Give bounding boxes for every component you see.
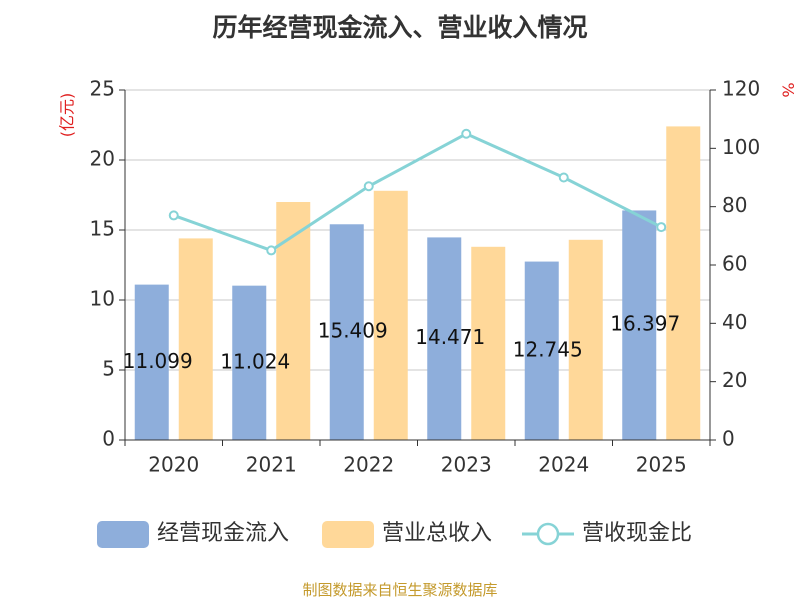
- bar-total-revenue: [568, 239, 603, 440]
- ratio-line: [168, 128, 667, 256]
- legend-swatch-total-revenue: [322, 521, 374, 548]
- bar-total-revenue: [471, 246, 506, 440]
- legend-label-total-revenue: 营业总收入: [382, 521, 492, 546]
- bar-cash-inflow: [524, 261, 559, 440]
- y-right-tick-label: 120: [722, 77, 760, 101]
- x-tick-label: 2023: [441, 453, 492, 477]
- ratio-point: [363, 181, 374, 192]
- y-right-tick-label: 40: [722, 310, 747, 334]
- y-right-tick-label: 100: [722, 135, 760, 159]
- x-tick-label: 2020: [148, 453, 199, 477]
- data-label-cash-inflow: 14.471: [415, 325, 485, 349]
- legend-swatch-cash-inflow: [97, 521, 149, 548]
- data-label-cash-inflow: 12.745: [513, 337, 583, 361]
- y-right-unit-label: %: [779, 82, 798, 97]
- bar-cash-inflow: [134, 284, 169, 440]
- bar-total-revenue: [178, 238, 213, 440]
- legend-swatch-ratio-marker: [536, 522, 560, 546]
- x-tick-label: 2021: [246, 453, 297, 477]
- y-left-tick-label: 25: [90, 77, 115, 101]
- y-right-tick-label: 80: [722, 193, 747, 217]
- data-labels: 11.099 11.024 15.409 14.471 12.745 16.397: [123, 312, 680, 374]
- y-left-tick-label: 15: [90, 217, 115, 241]
- bar-cash-inflow: [622, 210, 657, 440]
- data-label-cash-inflow: 11.099: [123, 349, 193, 373]
- data-label-cash-inflow: 15.409: [318, 319, 388, 343]
- bar-total-revenue: [666, 126, 701, 441]
- ratio-line-path: [173, 132, 662, 253]
- y-left-tick-label: 20: [90, 147, 115, 171]
- bars: [134, 126, 701, 441]
- ratio-point: [558, 172, 569, 183]
- bar-cash-inflow: [427, 237, 462, 440]
- legend: 经营现金流入 营业总收入 营收现金比: [97, 521, 692, 548]
- legend-label-ratio: 营收现金比: [582, 521, 692, 546]
- y-right-tick-label: 0: [722, 427, 735, 451]
- bar-cash-inflow: [232, 285, 267, 440]
- data-label-cash-inflow: 11.024: [220, 349, 290, 373]
- ratio-point: [461, 128, 472, 139]
- ratio-point: [266, 245, 277, 256]
- legend-label-cash-inflow: 经营现金流入: [157, 521, 289, 546]
- y-right-tick-label: 20: [722, 368, 747, 392]
- chart-title: 历年经营现金流入、营业收入情况: [212, 13, 588, 42]
- ratio-point: [656, 222, 667, 233]
- bar-total-revenue: [373, 190, 408, 440]
- x-tick-label: 2025: [636, 453, 687, 477]
- bar-cash-inflow: [329, 224, 364, 440]
- y-left-tick-label: 5: [102, 357, 115, 381]
- y-right-tick-label: 60: [722, 252, 747, 276]
- x-tick-label: 2022: [343, 453, 394, 477]
- data-label-cash-inflow: 16.397: [610, 312, 680, 336]
- y-left-tick-label: 0: [102, 427, 115, 451]
- x-tick-label: 2024: [538, 453, 589, 477]
- source-note: 制图数据来自恒生聚源数据库: [302, 581, 498, 599]
- ratio-point: [168, 210, 179, 221]
- y-left-unit-label: (亿元): [58, 93, 77, 138]
- y-left-tick-label: 10: [90, 287, 115, 311]
